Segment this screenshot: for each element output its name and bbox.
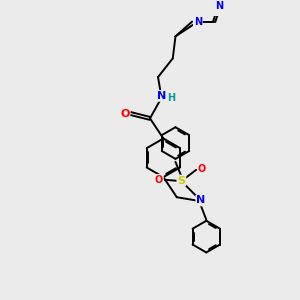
Text: N: N: [196, 195, 206, 206]
Text: O: O: [120, 109, 130, 118]
Text: O: O: [155, 175, 163, 185]
Text: O: O: [198, 164, 206, 173]
Text: N: N: [194, 16, 202, 27]
Text: N: N: [158, 91, 167, 101]
Text: N: N: [215, 1, 224, 11]
Text: S: S: [177, 176, 185, 186]
Text: H: H: [167, 93, 175, 103]
